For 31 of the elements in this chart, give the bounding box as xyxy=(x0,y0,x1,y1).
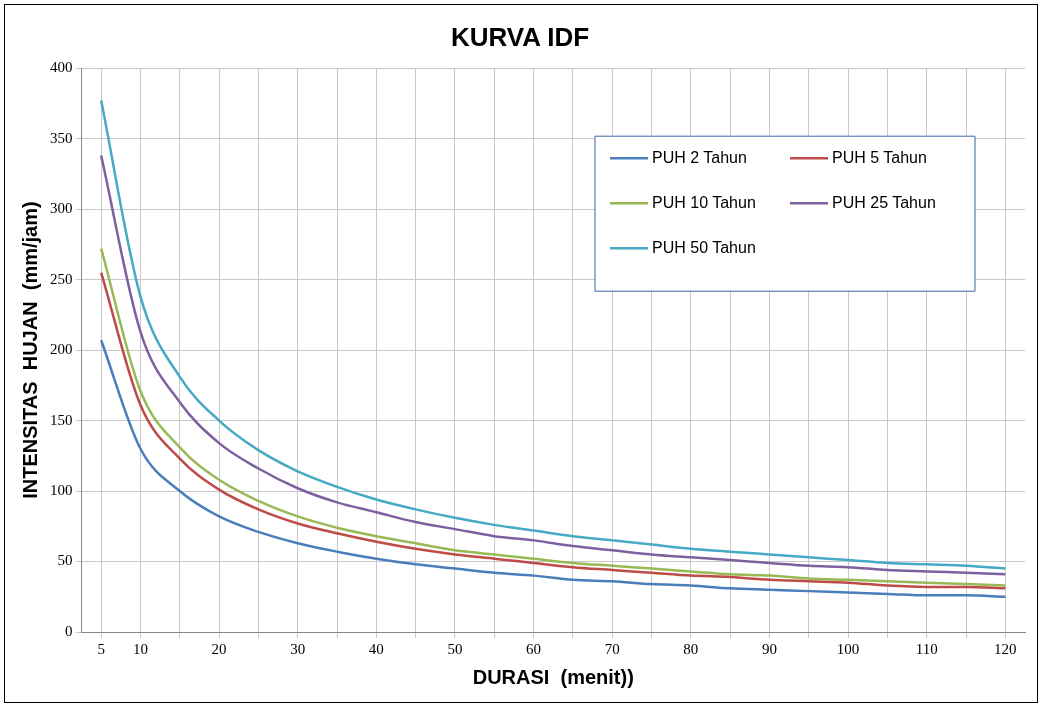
y-tick-label: 100 xyxy=(50,481,73,498)
y-tick-label: 400 xyxy=(50,59,73,76)
x-tick-label: 70 xyxy=(604,640,620,657)
x-tick-label: 50 xyxy=(447,640,463,657)
x-tick-label: 120 xyxy=(994,640,1017,657)
x-tick-label: 40 xyxy=(368,640,384,657)
line-series xyxy=(99,338,1007,599)
y-tick-label: 350 xyxy=(50,129,73,146)
y-tick-label: 250 xyxy=(50,270,73,287)
y-tick-label: 0 xyxy=(65,622,73,639)
y-axis-title: INTENSITAS HUJAN (mm/jam) xyxy=(18,201,41,499)
x-axis-title: DURASI (menit)) xyxy=(472,665,634,688)
legend-label: PUH 25 Tahun xyxy=(832,193,936,211)
y-tick-label: 300 xyxy=(50,200,73,217)
x-tick-label: 5 xyxy=(97,640,105,657)
x-tick-label: 30 xyxy=(290,640,306,657)
y-tick-label: 50 xyxy=(57,552,73,569)
x-tick-label: 110 xyxy=(915,640,938,657)
legend-label: PUH 10 Tahun xyxy=(652,193,756,211)
legend-label: PUH 50 Tahun xyxy=(652,238,756,256)
x-tick-label: 80 xyxy=(683,640,699,657)
x-tick-label: 100 xyxy=(836,640,860,657)
x-tick-label: 60 xyxy=(526,640,542,657)
y-tick-label: 150 xyxy=(50,411,73,428)
x-tick-label: 10 xyxy=(132,640,148,657)
chart-title: KURVA IDF xyxy=(450,21,590,52)
x-tick-label: 20 xyxy=(211,640,227,657)
y-tick-label: 200 xyxy=(50,341,73,358)
legend-label: PUH 5 Tahun xyxy=(832,148,927,166)
legend-label: PUH 2 Tahun xyxy=(652,148,747,166)
x-tick-label: 90 xyxy=(761,640,777,657)
